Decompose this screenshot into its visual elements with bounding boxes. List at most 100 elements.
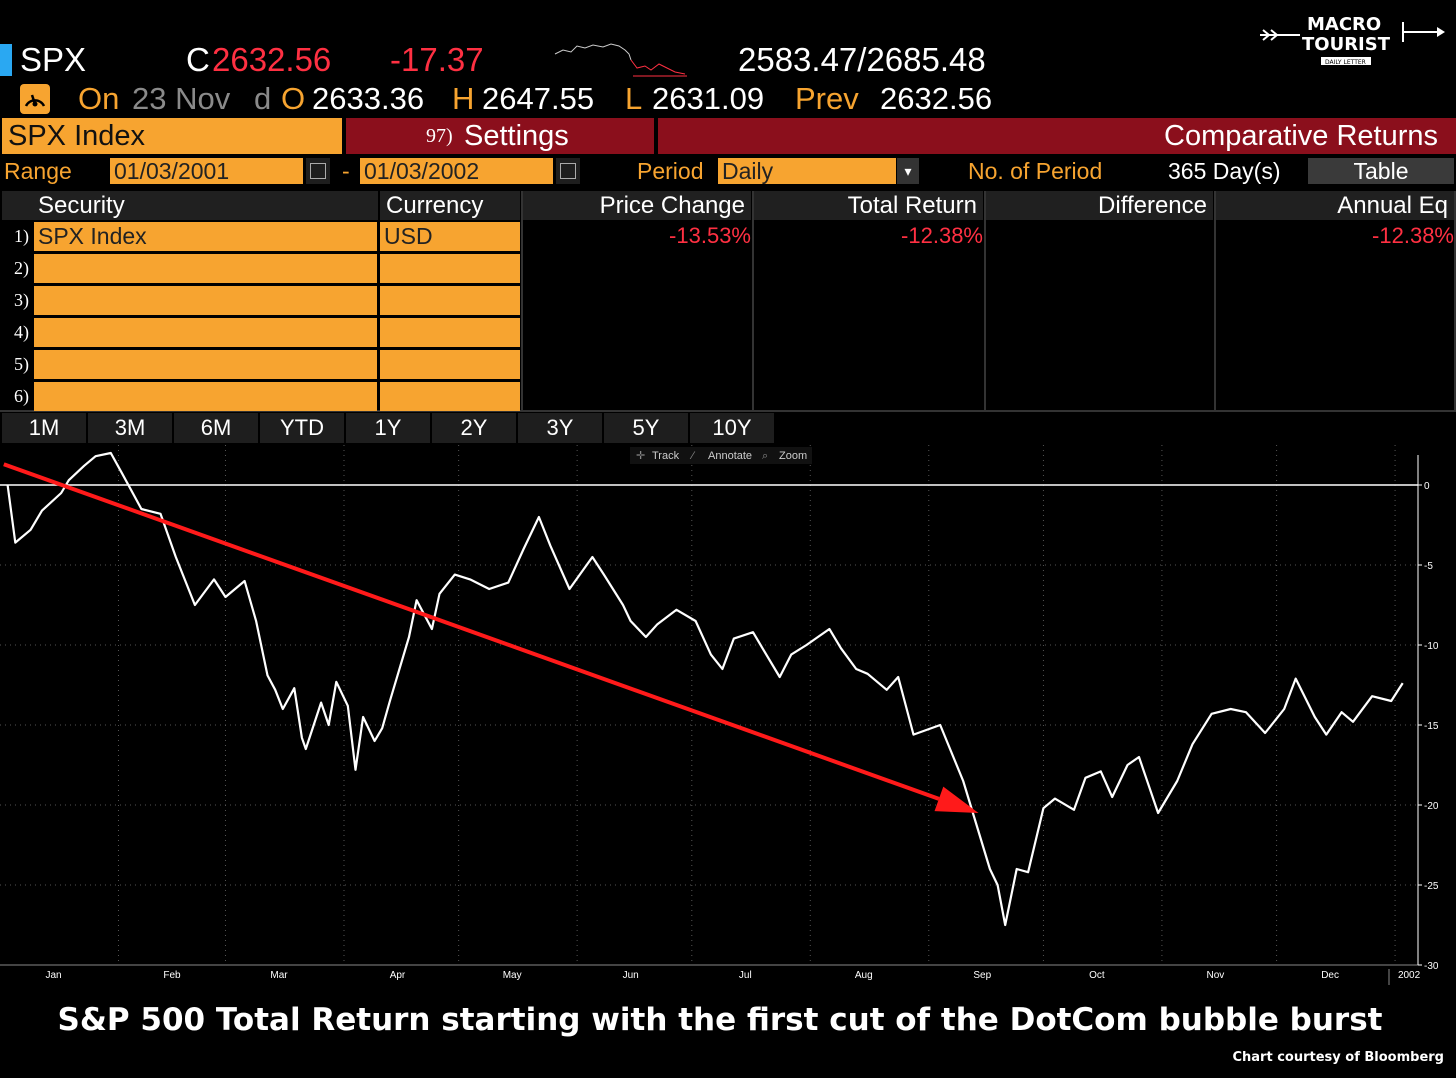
- prev-value: 2632.56: [880, 81, 993, 116]
- currency-cell[interactable]: USD: [380, 222, 520, 251]
- intraday-sparkline: [554, 43, 687, 77]
- x-tick-label: Apr: [390, 970, 406, 981]
- security-field[interactable]: SPX Index: [2, 118, 342, 154]
- num-period-value: 365 Day(s): [1168, 158, 1281, 184]
- chart-credit: Chart courtesy of Bloomberg: [1232, 1050, 1444, 1065]
- chart-grid: [0, 445, 1418, 966]
- security-indicator: [0, 44, 12, 76]
- returns-chart[interactable]: ✛ Track ∕ Annotate ⌕ Zoom Jan Feb Mar Apr Ma…: [0, 445, 1456, 1000]
- macro-tourist-logo: MACRO TOURIST DAILY LETTER: [1260, 14, 1445, 66]
- currency-cell[interactable]: [380, 286, 520, 315]
- magnifier-icon[interactable]: ⌕: [762, 450, 768, 462]
- range-button-6m[interactable]: 6M: [174, 413, 258, 443]
- zoom-tool[interactable]: Zoom: [779, 450, 807, 462]
- track-tool[interactable]: Track: [652, 450, 680, 462]
- security-cell[interactable]: [34, 350, 377, 379]
- col-header-annual-eq[interactable]: Annual Eq: [1216, 191, 1454, 220]
- chart-series: [6, 451, 1404, 927]
- chart-toolbar[interactable]: ✛ Track ∕ Annotate ⌕ Zoom: [630, 447, 812, 464]
- pencil-icon[interactable]: ∕: [689, 450, 696, 462]
- gauge-icon[interactable]: [20, 84, 50, 114]
- settings-number: 97): [426, 125, 453, 147]
- currency-cell[interactable]: [380, 318, 520, 347]
- security-cell[interactable]: [34, 286, 377, 315]
- column-divider: [984, 191, 986, 411]
- col-header-security[interactable]: Security: [2, 191, 378, 220]
- currency-cell[interactable]: [380, 254, 520, 283]
- security-cell[interactable]: SPX Index: [34, 222, 377, 251]
- annotate-tool[interactable]: Annotate: [708, 450, 752, 462]
- col-header-difference[interactable]: Difference: [986, 191, 1213, 220]
- y-axis: 0 -5 -10 -15 -20 -25 -30: [1417, 455, 1439, 972]
- col-header-currency[interactable]: Currency: [380, 191, 520, 220]
- range-button-5y[interactable]: 5Y: [604, 413, 688, 443]
- column-divider: [521, 191, 523, 411]
- open-label: O: [281, 81, 306, 116]
- col-header-price-change[interactable]: Price Change: [523, 191, 751, 220]
- row-number: 2): [14, 258, 29, 278]
- start-date-input[interactable]: 01/03/2001: [110, 158, 303, 184]
- y-tick-label: -5: [1424, 561, 1433, 572]
- settings-label: Settings: [464, 120, 569, 152]
- column-divider: [752, 191, 754, 411]
- crosshair-icon[interactable]: ✛: [636, 450, 645, 462]
- y-tick-label: -20: [1424, 801, 1439, 812]
- price-change-value: -13.53%: [669, 223, 751, 248]
- x-tick-label: Dec: [1321, 970, 1339, 981]
- num-period-label: No. of Period: [968, 158, 1103, 184]
- x-tick-label: Jan: [45, 970, 61, 981]
- period-select[interactable]: Daily: [718, 158, 896, 184]
- end-date-calendar-icon[interactable]: [556, 158, 580, 184]
- x-axis: Jan Feb Mar Apr May Jun Jul Aug Sep Oct Nov Dec 2002…: [0, 964, 1421, 985]
- security-cell[interactable]: [34, 318, 377, 347]
- x-tick-label: Nov: [1207, 970, 1225, 981]
- total-return-value: -12.38%: [901, 223, 983, 248]
- close-price: 2632.56: [212, 41, 332, 78]
- trend-arrow-line: [3, 462, 940, 801]
- y-tick-label: 0: [1424, 481, 1430, 492]
- x-tick-label: 2002: [1398, 970, 1421, 981]
- end-date-input[interactable]: 01/03/2002: [360, 158, 553, 184]
- security-cell[interactable]: [34, 254, 377, 283]
- currency-cell[interactable]: [380, 350, 520, 379]
- x-tick-label: Mar: [270, 970, 288, 981]
- table-button[interactable]: Table: [1308, 158, 1454, 184]
- svg-text:MACRO: MACRO: [1307, 14, 1381, 35]
- trend-arrow-head: [934, 786, 979, 813]
- chevron-down-icon[interactable]: ▾: [897, 158, 919, 184]
- range-button-10y[interactable]: 10Y: [690, 413, 774, 443]
- col-header-total-return[interactable]: Total Return: [754, 191, 983, 220]
- high-label: H: [452, 81, 475, 116]
- date-suffix: d: [254, 81, 272, 116]
- x-tick-label: Jul: [739, 970, 752, 981]
- day-range: 2583.47/2685.48: [738, 41, 986, 78]
- prev-label: Prev: [795, 81, 859, 116]
- range-button-2y[interactable]: 2Y: [432, 413, 516, 443]
- series-line-spx: [6, 451, 1404, 927]
- chart-caption: S&P 500 Total Return starting with the f…: [57, 1002, 1383, 1038]
- function-title: Comparative Returns: [1164, 120, 1438, 152]
- range-dash: -: [342, 158, 350, 184]
- column-divider: [1214, 191, 1216, 411]
- svg-text:TOURIST: TOURIST: [1302, 34, 1391, 55]
- range-button-3m[interactable]: 3M: [88, 413, 172, 443]
- currency-cell[interactable]: [380, 382, 520, 411]
- range-button-3y[interactable]: 3Y: [518, 413, 602, 443]
- settings-menu[interactable]: 97) Settings: [346, 118, 654, 154]
- net-change: -17.37: [390, 41, 484, 78]
- open-value: 2633.36: [312, 81, 425, 116]
- x-tick-label: Oct: [1089, 970, 1105, 981]
- range-button-1y[interactable]: 1Y: [346, 413, 430, 443]
- range-button-ytd[interactable]: YTD: [260, 413, 344, 443]
- quote-date: 23 Nov: [132, 81, 231, 116]
- ticker: SPX: [20, 41, 87, 78]
- period-label: Period: [637, 158, 704, 184]
- table-bottom-border: [0, 410, 1456, 412]
- y-tick-label: -10: [1424, 641, 1439, 652]
- chart-annotations: [3, 462, 979, 813]
- x-tick-label: Jun: [623, 970, 639, 981]
- security-cell[interactable]: [34, 382, 377, 411]
- start-date-calendar-icon[interactable]: [306, 158, 330, 184]
- close-label: C: [186, 41, 210, 78]
- range-button-1m[interactable]: 1M: [2, 413, 86, 443]
